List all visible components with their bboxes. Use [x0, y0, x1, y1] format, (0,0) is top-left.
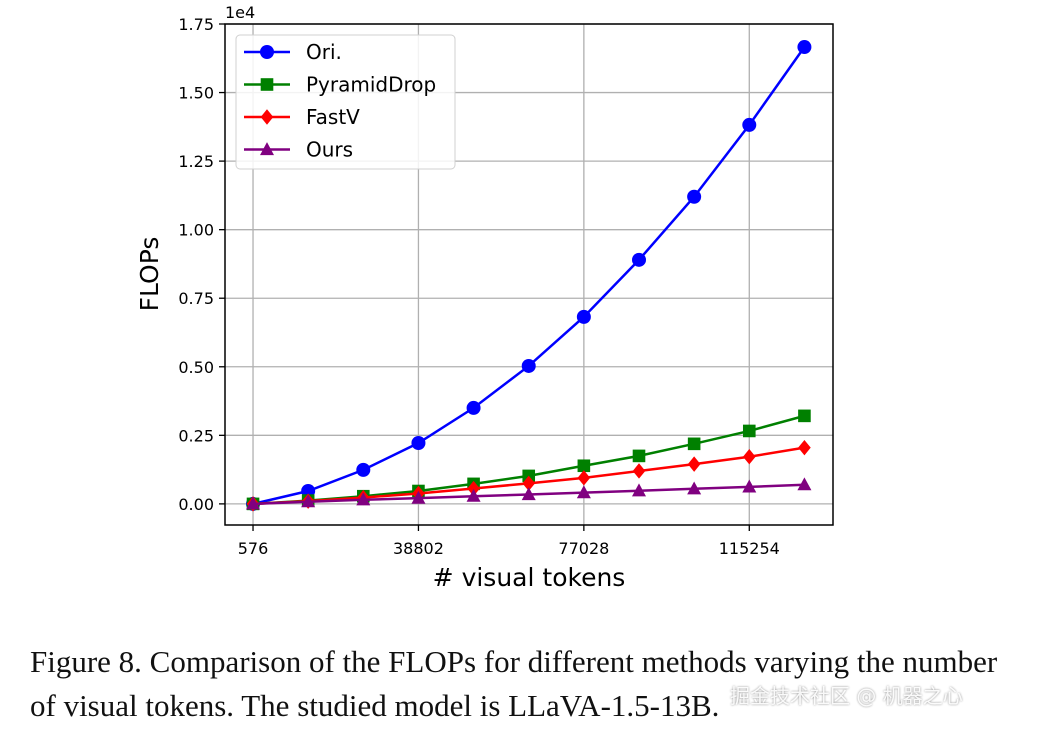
data-point-fastv	[467, 480, 480, 497]
data-point-ours	[576, 485, 591, 499]
plot-frame	[224, 23, 834, 526]
data-point-ours	[521, 487, 536, 501]
data-point-ori	[521, 358, 536, 373]
legend-label-ori: Ori.	[306, 40, 342, 64]
flops-chart: 576 38802 77028 115254 0.00 0.25 0.50 0.75 1.00 1…	[135, 3, 834, 592]
data-point-ori	[576, 309, 591, 324]
data-point-ours	[797, 477, 812, 491]
series-group	[246, 40, 812, 512]
data-point-ours	[301, 494, 316, 508]
data-point-pyramiddrop	[632, 449, 646, 463]
data-point-ours	[411, 490, 426, 504]
y-tick-label: 1.50	[178, 84, 214, 103]
data-point-ori	[466, 400, 481, 415]
data-point-pyramiddrop	[798, 409, 811, 423]
data-point-ours	[466, 488, 481, 502]
data-point-pyramiddrop	[742, 424, 756, 438]
y-tick-label: 1.25	[178, 152, 214, 171]
y-axis-label: FLOPs	[135, 237, 164, 312]
watermark: 掘金技术社区 @ 机器之心	[730, 684, 963, 708]
legend-marker-ori	[260, 45, 274, 59]
data-point-fastv	[798, 439, 811, 456]
y-tick-label: 0.50	[178, 358, 214, 377]
data-point-ours	[742, 479, 757, 493]
data-point-ours	[687, 481, 702, 495]
data-point-fastv	[632, 463, 646, 479]
y-tick-label: 0.00	[178, 495, 214, 514]
legend-label-pyramiddrop: PyramidDrop	[306, 73, 436, 97]
y-offset-label: 1e4	[225, 3, 255, 22]
ticks: 576 38802 77028 115254 0.00 0.25 0.50 0.75 1.00 1…	[178, 15, 779, 558]
data-point-fastv	[687, 456, 701, 472]
legend-label-ours: Ours	[306, 138, 353, 162]
data-point-fastv	[577, 470, 591, 486]
data-point-ori	[356, 462, 371, 477]
data-point-ours	[356, 492, 371, 506]
y-tick-label: 0.75	[178, 289, 214, 308]
x-tick-label: 576	[238, 539, 269, 558]
legend-label-fastv: FastV	[306, 105, 360, 129]
data-point-ours	[632, 483, 647, 497]
data-point-fastv	[742, 449, 756, 465]
y-tick-label: 0.25	[178, 426, 214, 445]
x-tick-label: 77028	[558, 539, 609, 558]
legend-marker-ours	[260, 142, 274, 156]
data-point-ori	[632, 252, 647, 267]
x-tick-label: 38802	[393, 539, 444, 558]
data-point-ori	[411, 436, 426, 451]
data-point-ours	[246, 496, 261, 510]
x-tick-label: 115254	[719, 539, 780, 558]
data-point-ori	[742, 117, 757, 132]
data-point-ori	[687, 189, 702, 204]
legend-box	[235, 34, 456, 170]
legend: Ori. PyramidDrop FastV Ours	[235, 34, 456, 170]
y-tick-label: 1.75	[178, 15, 214, 34]
data-point-pyramiddrop	[577, 459, 591, 473]
data-point-pyramiddrop	[687, 437, 701, 451]
y-tick-label: 1.00	[178, 221, 214, 240]
data-point-fastv	[522, 475, 536, 492]
legend-marker-pyramiddrop	[260, 78, 274, 91]
legend-marker-fastv	[260, 109, 274, 125]
x-axis-label: # visual tokens	[433, 563, 626, 592]
data-point-ori	[797, 40, 812, 55]
figure-caption: Figure 8. Comparison of the FLOPs for di…	[30, 644, 998, 723]
